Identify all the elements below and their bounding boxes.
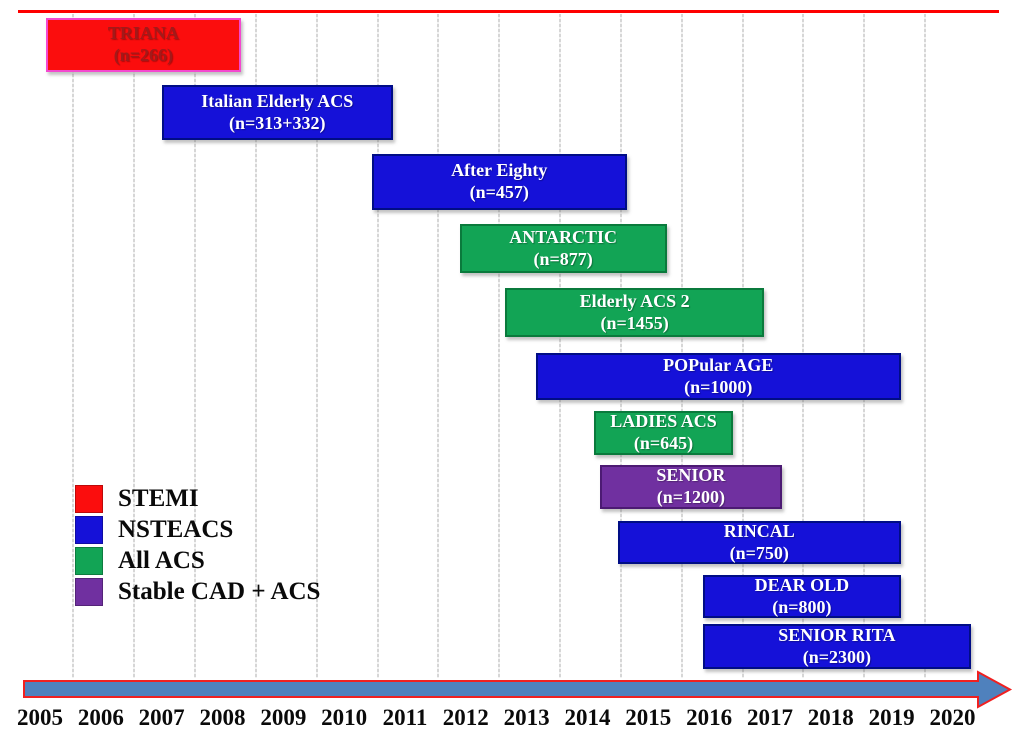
trial-enrollment: (n=800) [772,596,832,617]
trial-bar-dear-old: DEAR OLD (n=800) [703,575,901,618]
year-gridline [741,14,744,678]
timeline-arrow-shape [23,670,1013,709]
trial-enrollment: (n=750) [729,542,789,563]
year-label-2013: 2013 [503,705,550,730]
year-label-2014: 2014 [564,705,611,730]
year-gridline [376,14,379,678]
trial-bar-after-eighty: After Eighty (n=457) [371,154,627,210]
legend-label: All ACS [118,546,205,574]
year-gridline [194,14,197,678]
trial-name: DEAR OLD [754,574,850,595]
trial-bar-triana: TRIANA (n=266) [46,18,241,72]
legend-label: Stable CAD + ACS [118,577,321,605]
legend: STEMI NSTEACS All ACS Stable CAD + ACS [75,484,320,606]
year-gridline [72,14,75,678]
legend-row-all-acs: All ACS [75,546,320,575]
trial-bar-popular-age: POPular AGE (n=1000) [535,353,901,400]
year-gridline [437,14,440,678]
trial-bar-antarctic: ANTARCTIC (n=877) [459,224,667,273]
legend-swatch [75,484,103,513]
trial-bar-rincal: RINCAL (n=750) [617,520,901,564]
top-accent-line [18,10,999,13]
year-gridline [924,14,927,678]
year-gridline [133,14,136,678]
trial-name: SENIOR RITA [778,624,896,645]
year-gridline [680,14,683,678]
year-label-2010: 2010 [321,705,368,730]
year-gridline [498,14,501,678]
year-gridline [863,14,866,678]
legend-label: NSTEACS [118,515,234,543]
year-label-2012: 2012 [442,705,489,730]
trial-enrollment: (n=645) [633,433,694,453]
year-label-2011: 2011 [382,705,428,730]
year-label-2018: 2018 [807,705,854,730]
legend-swatch [75,546,103,575]
trial-name: SENIOR [656,465,726,486]
trial-enrollment: (n=1200) [656,487,725,507]
timeline-arrow [23,670,1013,709]
trial-name: TRIANA [107,23,179,44]
trial-enrollment: (n=1000) [684,376,753,397]
legend-row-nsteacs: NSTEACS [75,515,320,544]
year-label-2006: 2006 [77,705,124,730]
year-gridline [802,14,805,678]
trial-name: ANTARCTIC [509,226,617,247]
year-label-2008: 2008 [199,705,246,730]
legend-swatch [75,577,103,606]
trial-name: POPular AGE [663,354,774,375]
year-gridline [559,14,562,678]
trial-enrollment: (n=266) [113,45,174,65]
trial-bar-ladies-acs: LADIES ACS (n=645) [593,411,734,455]
year-label-2007: 2007 [138,705,185,730]
trial-name: LADIES ACS [610,411,717,432]
trial-name: Elderly ACS 2 [579,290,690,311]
year-gridline [619,14,622,678]
legend-label: STEMI [118,484,199,512]
year-label-2019: 2019 [868,705,915,730]
trial-name: After Eighty [451,160,548,181]
year-label-2017: 2017 [746,705,793,730]
trial-enrollment: (n=877) [533,248,593,269]
trial-name: Italian Elderly ACS [201,90,354,111]
year-label-2005: 2005 [17,705,63,730]
year-label-2020: 2020 [929,705,976,730]
year-label-2016: 2016 [686,705,733,730]
year-label-2009: 2009 [260,705,307,730]
trial-bar-elderly-acs-2: Elderly ACS 2 (n=1455) [505,288,764,337]
trial-bar-senior: SENIOR (n=1200) [599,465,783,509]
trial-enrollment: (n=1455) [600,312,669,333]
year-gridline [254,14,257,678]
legend-row-stemi: STEMI [75,484,320,513]
trial-enrollment: (n=2300) [802,646,871,667]
legend-swatch [75,515,103,544]
trial-enrollment: (n=457) [469,182,529,202]
trial-bar-senior-rita: SENIOR RITA (n=2300) [703,624,971,669]
trial-enrollment: (n=313+332) [228,112,326,133]
trial-bar-italian-elderly-acs: Italian Elderly ACS (n=313+332) [161,85,393,140]
year-label-2015: 2015 [625,705,672,730]
year-gridline [315,14,318,678]
legend-row-stable-cad-acs: Stable CAD + ACS [75,577,320,606]
trial-name: RINCAL [723,520,795,541]
